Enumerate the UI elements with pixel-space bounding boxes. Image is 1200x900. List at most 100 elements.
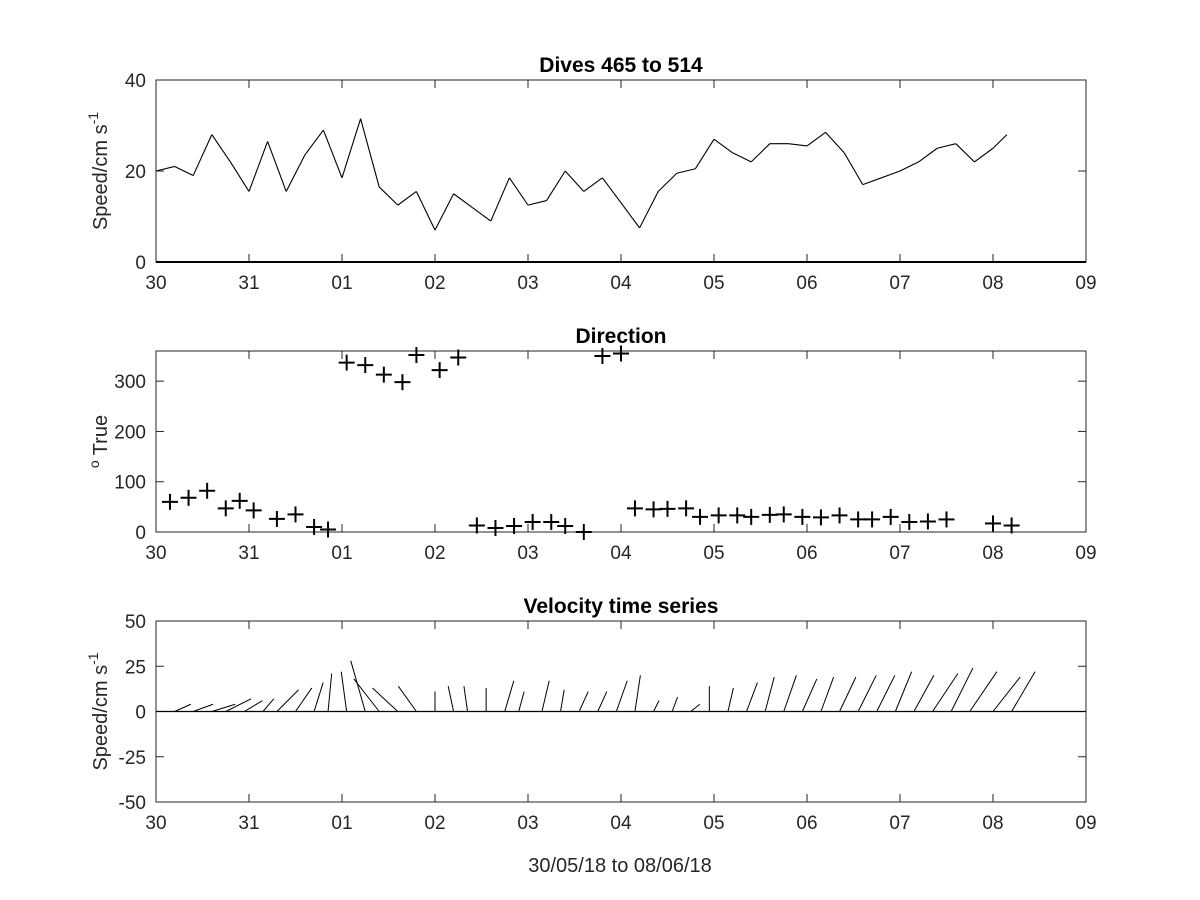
speed-line-segment xyxy=(192,134,213,176)
speed-line-segment xyxy=(211,134,231,163)
x-tick-label: 30 xyxy=(145,543,166,564)
panel-title: Direction xyxy=(575,325,666,348)
speed-line-segment xyxy=(992,134,1008,149)
direction-marker xyxy=(882,508,899,525)
direction-marker xyxy=(375,366,392,383)
direction-marker xyxy=(1003,517,1020,534)
direction-marker xyxy=(320,521,337,538)
direction-marker xyxy=(557,517,574,534)
direction-marker xyxy=(919,513,936,530)
direction-marker xyxy=(231,492,248,509)
x-tick-label: 06 xyxy=(796,273,817,294)
y-tick-label: 100 xyxy=(114,473,146,494)
x-tick-label: 06 xyxy=(796,813,817,834)
direction-marker xyxy=(678,500,695,517)
y-axis-label: o True xyxy=(86,415,112,468)
direction-marker xyxy=(729,507,746,524)
speed-line-segment xyxy=(229,161,250,192)
velocity-stick xyxy=(350,660,366,712)
direction-marker xyxy=(180,489,197,506)
speed-line-segment xyxy=(564,170,585,192)
x-tick-label: 02 xyxy=(424,273,445,294)
direction-marker xyxy=(794,508,811,525)
x-tick-label: 06 xyxy=(796,543,817,564)
speed-line-segment xyxy=(918,147,938,163)
y-tick-label: -25 xyxy=(119,748,146,769)
speed-panel: 30 31 01 02 03 04 05 06 07 08 09 0 20 40 Dives 465 to … xyxy=(85,54,1097,294)
x-tick-label: 30 xyxy=(145,273,166,294)
x-tick-label: 09 xyxy=(1075,543,1096,564)
velocity-stick xyxy=(578,691,589,712)
y-tick-label: 20 xyxy=(125,162,146,183)
x-tick-label: 07 xyxy=(889,273,910,294)
velocity-stick xyxy=(313,682,324,712)
direction-marker xyxy=(217,500,234,517)
plot-area xyxy=(155,79,1087,263)
velocity-stick xyxy=(211,703,236,712)
velocity-stick xyxy=(597,691,608,712)
speed-line-segment xyxy=(453,193,473,208)
speed-line-segment xyxy=(415,191,436,231)
direction-marker xyxy=(306,518,323,535)
velocity-stick xyxy=(327,673,333,712)
direction-marker xyxy=(613,345,629,362)
velocity-stick xyxy=(820,676,835,712)
speed-line-segment xyxy=(974,147,994,163)
speed-line-segment xyxy=(546,170,566,201)
x-tick-label: 03 xyxy=(517,543,538,564)
y-axis-label-text: Speed/cm s xyxy=(90,124,112,230)
direction-marker xyxy=(659,500,676,517)
velocity-stick xyxy=(839,676,857,712)
y-axis-label-text: Speed/cm s xyxy=(90,665,112,771)
speed-line-segment xyxy=(806,131,826,147)
x-tick-label: 08 xyxy=(982,273,1003,294)
direction-marker xyxy=(594,348,611,365)
direction-marker xyxy=(626,500,643,517)
speed-line-segment xyxy=(155,165,175,172)
direction-marker xyxy=(743,508,760,525)
speed-line-segment xyxy=(657,172,678,192)
velocity-stick xyxy=(801,678,818,712)
direction-marker xyxy=(710,507,727,524)
velocity-stick xyxy=(950,667,974,712)
speed-line-segment xyxy=(862,177,882,186)
direction-marker xyxy=(645,501,662,518)
x-tick-label: 09 xyxy=(1075,813,1096,834)
direction-marker xyxy=(692,508,709,525)
direction-marker xyxy=(775,506,792,523)
x-tick-label: 04 xyxy=(610,813,632,834)
velocity-stick xyxy=(447,686,455,712)
velocity-stick xyxy=(541,680,550,712)
velocity-stick xyxy=(295,687,313,712)
y-tick-label: 0 xyxy=(135,523,146,544)
velocity-stick xyxy=(969,671,998,712)
x-tick-label: 05 xyxy=(703,813,724,834)
y-axis-label: Speed/cm s-1 xyxy=(85,652,112,770)
direction-marker xyxy=(450,349,467,366)
speed-line-segment xyxy=(267,141,287,192)
x-tick-label: 31 xyxy=(238,273,259,294)
velocity-stick xyxy=(913,675,935,712)
speed-line-segment xyxy=(955,143,975,163)
velocity-stick xyxy=(397,685,417,712)
y-tick-label: 200 xyxy=(114,422,146,443)
y-tick-label: 40 xyxy=(125,71,146,92)
velocity-panel: 30 31 01 02 03 04 05 06 07 08 09 -50 -25 0 25 50 Velocit… xyxy=(85,595,1097,834)
velocity-stick xyxy=(783,675,797,712)
velocity-stick xyxy=(1011,671,1036,712)
speed-line-segment xyxy=(899,161,919,172)
x-tick-label: 02 xyxy=(424,543,445,564)
x-tick-label: 04 xyxy=(610,273,632,294)
direction-marker xyxy=(985,515,1001,532)
speed-line-segment xyxy=(490,177,510,222)
velocity-stick xyxy=(244,700,263,712)
direction-marker xyxy=(506,517,523,534)
direction-marker xyxy=(357,357,374,374)
direction-panel: 30 31 01 02 03 04 05 06 07 08 09 0 100 200 300 Directio… xyxy=(86,325,1097,564)
velocity-stick xyxy=(518,691,525,712)
x-tick-label: 31 xyxy=(238,813,259,834)
panel-title: Dives 465 to 514 xyxy=(539,54,703,77)
x-tick-label: 01 xyxy=(331,813,352,834)
speed-line-segment xyxy=(248,141,269,192)
speed-line-segment xyxy=(378,186,399,206)
